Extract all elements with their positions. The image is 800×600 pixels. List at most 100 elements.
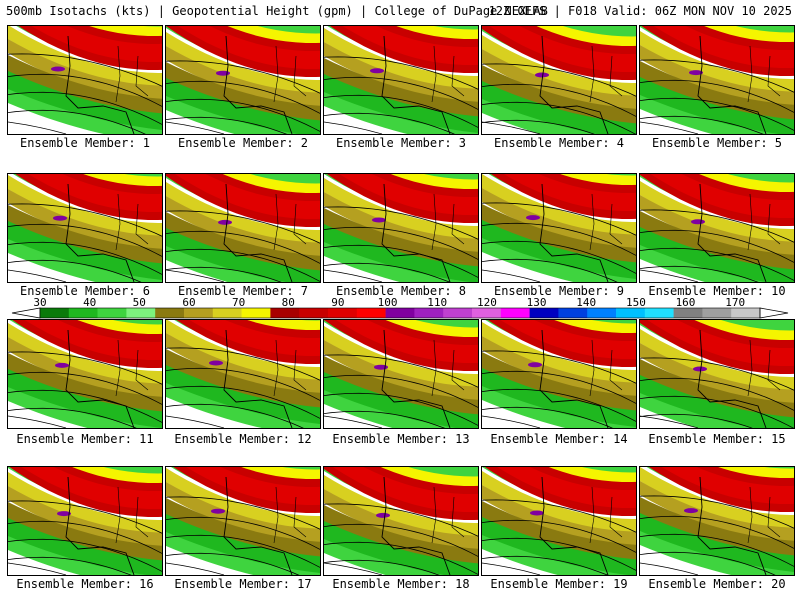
coastline [223, 183, 293, 282]
wind-band-50 [166, 498, 320, 560]
wind-band-35 [324, 390, 456, 428]
ensemble-member-label: Ensemble Member: 2 [177, 136, 309, 150]
ensemble-map-panel [481, 319, 637, 429]
ensemble-map-panel [165, 319, 321, 429]
isotach-map [166, 467, 320, 575]
wind-band-35 [640, 393, 755, 428]
ensemble-map-panel [323, 25, 479, 135]
colorbar-swatch [68, 308, 98, 318]
isotach-map [324, 467, 478, 575]
colorbar-swatch [616, 308, 646, 318]
height-contour [640, 115, 764, 134]
wind-band-60 [8, 175, 162, 237]
coastline [539, 329, 609, 428]
wind-band-55 [324, 489, 478, 550]
height-contour [482, 406, 613, 428]
jet-max [535, 72, 549, 78]
height-contour [166, 347, 320, 381]
isotach-map [324, 320, 478, 428]
state-border [589, 193, 623, 251]
wind-band-45 [324, 224, 478, 282]
mexico-coast [482, 562, 541, 575]
height-contour [8, 73, 162, 107]
height-contour [482, 388, 636, 422]
wind-band-50 [482, 501, 636, 563]
isotach-map [324, 174, 478, 282]
ensemble-member-label: Ensemble Member: 20 [648, 577, 786, 591]
wind-band-55 [8, 486, 162, 547]
coastline [381, 329, 451, 428]
wind-band-35 [482, 535, 629, 575]
height-contour [482, 101, 636, 134]
coastline [65, 183, 135, 282]
colorbar-swatch [385, 308, 415, 318]
jet-max [51, 66, 65, 72]
wind-band-35 [324, 539, 444, 575]
state-border [273, 339, 307, 397]
colorbar-swatch [702, 308, 732, 318]
colorbar-swatch [155, 308, 185, 318]
height-contour [8, 371, 162, 405]
wind-band-90 [31, 26, 162, 62]
ensemble-member-label: Ensemble Member: 3 [335, 136, 467, 150]
state-border [273, 193, 307, 251]
wind-band-35 [166, 383, 320, 428]
state-border [589, 45, 623, 103]
colorbar-max-arrow [759, 307, 789, 319]
mexico-coast [8, 562, 67, 575]
wind-band-35 [640, 245, 766, 282]
colorbar-tick-label: 40 [83, 296, 97, 309]
wind-band-35 [324, 242, 471, 282]
height-contour [166, 552, 300, 575]
jet-max [218, 219, 232, 225]
mexico-coast [640, 562, 699, 575]
coastline [697, 183, 767, 282]
height-contour [8, 91, 162, 125]
height-contour [640, 377, 794, 411]
height-contour [324, 112, 455, 134]
wind-band-90 [653, 26, 794, 68]
isotach-map [640, 467, 794, 575]
height-contour [8, 53, 162, 87]
height-contour [324, 523, 478, 557]
isotach-map [166, 26, 320, 134]
ensemble-map-panel [481, 25, 637, 135]
mexico-coast [640, 121, 699, 134]
state-border [115, 339, 149, 397]
wind-band-45 [166, 365, 320, 428]
wind-band-45 [324, 372, 478, 428]
colorbar-swatch [500, 308, 530, 318]
state-border [273, 486, 307, 544]
ensemble-member-label: Ensemble Member: 12 [174, 432, 312, 446]
wind-band-55 [640, 45, 794, 106]
jet-max [53, 215, 67, 221]
wind-band-35 [166, 96, 298, 134]
mexico-coast [324, 121, 383, 134]
wind-band-45 [166, 514, 320, 575]
colorbar-tick-label: 130 [526, 296, 547, 309]
wind-band-90 [650, 174, 794, 218]
colorbar-tick-label: 160 [675, 296, 696, 309]
wind-band-55 [482, 336, 636, 397]
height-contour [482, 370, 636, 404]
ensemble-map-panel [639, 466, 795, 576]
isotach-map [8, 26, 162, 134]
colorbar-swatch [212, 308, 242, 318]
height-contour [482, 537, 636, 571]
colorbar-swatch [97, 308, 127, 318]
mexico-coast [166, 121, 225, 134]
height-contour [324, 559, 440, 575]
wind-band-35 [8, 387, 162, 428]
wind-band-45 [8, 71, 162, 134]
wind-band-50 [8, 353, 162, 415]
colorbar-min-arrow [11, 307, 41, 319]
ensemble-map-panel [639, 173, 795, 283]
height-contour [324, 76, 478, 110]
ensemble-member-label: Ensemble Member: 17 [174, 577, 312, 591]
height-contour [482, 119, 595, 134]
wind-band-90 [500, 320, 636, 359]
jet-max [693, 366, 707, 372]
wind-band-60 [8, 26, 162, 87]
state-border [747, 193, 781, 251]
wind-band-55 [324, 192, 478, 253]
